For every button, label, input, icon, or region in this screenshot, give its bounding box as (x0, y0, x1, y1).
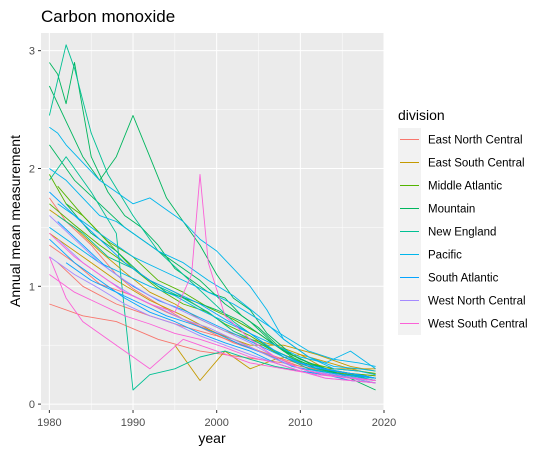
legend-label-west-north-central: West North Central (428, 296, 526, 308)
series-line-west-south-central (49, 274, 376, 384)
plot-panel (41, 33, 384, 410)
series-line-east-north-central (49, 303, 376, 379)
x-tick-label: 1990 (121, 417, 145, 429)
legend-label-east-north-central: East North Central (428, 135, 523, 147)
series-layer (48, 44, 376, 391)
series-line-mountain (49, 144, 376, 384)
y-tick-label: 0 (29, 399, 35, 411)
y-tick-label: 3 (29, 46, 35, 58)
legend-label-middle-atlantic: Middle Atlantic (428, 181, 502, 193)
legend-label-west-south-central: West South Central (428, 319, 528, 331)
x-axis-title: year (198, 430, 226, 446)
series-line-pacific (49, 168, 376, 376)
legend-label-mountain: Mountain (428, 204, 475, 216)
x-tick-label: 1980 (37, 417, 61, 429)
legend-label-east-south-central: East South Central (428, 158, 525, 170)
legend-title: division (398, 107, 445, 123)
series-line-west-south-central (49, 173, 376, 381)
series-line-west-south-central (48, 256, 376, 381)
legend-label-pacific: Pacific (428, 250, 462, 262)
x-tick-label: 2020 (372, 417, 396, 429)
y-axis-title: Annual mean measurement (7, 135, 23, 307)
x-tick-label: 2010 (288, 417, 312, 429)
series-line-south-atlantic (49, 191, 376, 379)
series-line-middle-atlantic (57, 185, 376, 374)
y-tick-label: 1 (29, 281, 35, 293)
x-axis: 1980 1990 2000 2010 2020 (37, 410, 396, 429)
chart-title: Carbon monoxide (41, 7, 175, 26)
legend-label-new-england: New England (428, 227, 496, 239)
legend: division East North Central East South Ce… (398, 107, 528, 335)
y-axis: 0 1 2 3 (29, 46, 41, 411)
series-line-new-england (57, 215, 376, 381)
series-line-pacific (57, 203, 376, 367)
grid-minor (41, 33, 384, 410)
y-tick-label: 2 (29, 163, 35, 175)
legend-label-south-atlantic: South Atlantic (428, 273, 499, 285)
series-line-new-england (48, 44, 376, 379)
series-line-south-atlantic (65, 262, 376, 379)
x-tick-label: 2000 (204, 417, 228, 429)
